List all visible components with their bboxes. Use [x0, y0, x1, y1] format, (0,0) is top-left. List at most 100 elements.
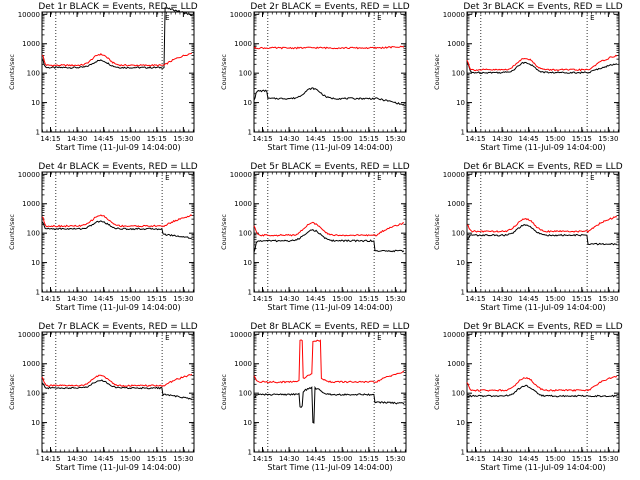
x-tick-label: 14:45 [306, 455, 326, 463]
panel-title: Det 9r BLACK = Events, RED = LLD [463, 322, 622, 332]
x-tick-label: 14:30 [492, 295, 512, 303]
x-tick-label: 15:00 [545, 455, 565, 463]
x-tick-label: 15:30 [598, 135, 618, 143]
y-axis-label: Counts/sec [433, 214, 441, 250]
x-tick-label: 14:30 [492, 135, 512, 143]
panel-det-6: Det 6r BLACK = Events, RED = LLD 1 10 100 10… [433, 162, 623, 312]
x-tick-label: 14:15 [40, 295, 60, 303]
y-tick-label: 10000 [443, 331, 465, 339]
series-line-events [41, 220, 193, 240]
x-axis-label: Start Time (11-Jul-09 14:04:00) [55, 143, 180, 152]
x-tick-label: 14:15 [40, 135, 60, 143]
y-tick-label: 10 [243, 419, 252, 427]
x-tick-label: 14:30 [67, 455, 87, 463]
series-line-lld [466, 375, 618, 392]
y-tick-label: 1 [248, 289, 252, 297]
y-axis-label: Counts/sec [220, 214, 228, 250]
x-axis-label: Start Time (11-Jul-09 14:04:00) [480, 143, 605, 152]
panel-det-4: Det 4r BLACK = Events, RED = LLD 1 10 100 10… [8, 162, 198, 312]
x-tick-label: 15:00 [332, 295, 352, 303]
panel-det-3: Det 3r BLACK = Events, RED = LLD 1 10 100 10… [433, 2, 623, 152]
y-axis-label: Counts/sec [433, 374, 441, 410]
x-tick-label: 14:15 [465, 135, 485, 143]
plot-frame [253, 331, 407, 453]
series-line-events [466, 61, 618, 74]
x-tick-label: 15:00 [120, 455, 140, 463]
series-line-lld [41, 214, 193, 228]
y-tick-label: 10000 [230, 171, 252, 179]
x-tick-label: 14:45 [519, 455, 539, 463]
x-tick-label: 14:30 [279, 135, 299, 143]
y-tick-label: 10000 [443, 11, 465, 19]
x-tick-label: 15:30 [385, 295, 405, 303]
y-tick-label: 100 [239, 70, 252, 78]
x-tick-label: 14:30 [279, 455, 299, 463]
x-tick-label: 15:00 [332, 135, 352, 143]
y-tick-label: 10000 [230, 331, 252, 339]
y-tick-label: 10000 [18, 171, 40, 179]
y-tick-label: 1000 [22, 40, 40, 48]
panel-det-5: Det 5r BLACK = Events, RED = LLD 1 10 100 10… [220, 162, 410, 312]
y-tick-label: 1000 [234, 360, 252, 368]
x-axis-label: Start Time (11-Jul-09 14:04:00) [267, 463, 392, 472]
series-line-lld [253, 45, 405, 50]
e-marker: E [377, 14, 381, 22]
e-marker: E [165, 334, 169, 342]
e-marker: E [377, 334, 381, 342]
series-line-events [253, 385, 405, 424]
y-tick-label: 100 [452, 70, 465, 78]
x-tick-label: 15:15 [572, 455, 592, 463]
e-marker: E [590, 334, 594, 342]
y-tick-label: 10 [456, 419, 465, 427]
x-tick-label: 14:15 [465, 295, 485, 303]
y-tick-label: 1 [461, 289, 465, 297]
x-tick-label: 15:15 [147, 455, 167, 463]
y-axis-label: Counts/sec [8, 54, 16, 90]
series-line-lld [41, 52, 193, 67]
panel-det-1: Det 1r BLACK = Events, RED = LLD 1 10 100 10… [8, 2, 198, 152]
y-tick-label: 10000 [443, 171, 465, 179]
y-axis-label: Counts/sec [220, 374, 228, 410]
e-marker: E [590, 14, 594, 22]
e-marker: E [377, 174, 381, 182]
x-tick-label: 14:30 [67, 135, 87, 143]
y-tick-label: 1 [248, 129, 252, 137]
x-tick-label: 14:15 [465, 455, 485, 463]
x-tick-label: 14:15 [252, 135, 272, 143]
y-tick-label: 1000 [234, 200, 252, 208]
y-tick-label: 10000 [18, 331, 40, 339]
y-tick-label: 10 [31, 419, 40, 427]
x-axis-label: Start Time (11-Jul-09 14:04:00) [267, 143, 392, 152]
y-axis-label: Counts/sec [433, 54, 441, 90]
x-tick-label: 15:15 [147, 295, 167, 303]
y-tick-label: 1000 [447, 200, 465, 208]
y-tick-label: 10 [243, 99, 252, 107]
x-tick-label: 15:30 [173, 295, 193, 303]
y-tick-label: 1 [461, 449, 465, 457]
y-tick-label: 100 [27, 390, 40, 398]
x-tick-label: 15:15 [359, 455, 379, 463]
series-line-events [42, 7, 192, 69]
plot-frame [41, 171, 195, 293]
x-tick-label: 14:45 [94, 135, 114, 143]
panel-det-9: Det 9r BLACK = Events, RED = LLD 1 10 100 10… [433, 322, 623, 472]
plot-frame [253, 11, 407, 133]
series-line-lld [253, 339, 405, 384]
y-tick-label: 10 [31, 99, 40, 107]
panel-title: Det 7r BLACK = Events, RED = LLD [38, 322, 197, 332]
plot-frame [41, 11, 195, 133]
series-line-events [253, 228, 405, 253]
y-tick-label: 1000 [22, 360, 40, 368]
y-tick-label: 10 [456, 259, 465, 267]
panel-title: Det 2r BLACK = Events, RED = LLD [250, 2, 409, 12]
panel-det-7: Det 7r BLACK = Events, RED = LLD 1 10 100 10… [8, 322, 198, 472]
y-tick-label: 10 [456, 99, 465, 107]
y-tick-label: 1000 [447, 40, 465, 48]
x-axis-label: Start Time (11-Jul-09 14:04:00) [480, 303, 605, 312]
y-tick-label: 100 [452, 230, 465, 238]
x-axis-label: Start Time (11-Jul-09 14:04:00) [55, 463, 180, 472]
panel-det-8: Det 8r BLACK = Events, RED = LLD 1 10 100 10… [220, 322, 410, 472]
series-line-events [41, 379, 193, 400]
x-tick-label: 15:30 [598, 295, 618, 303]
